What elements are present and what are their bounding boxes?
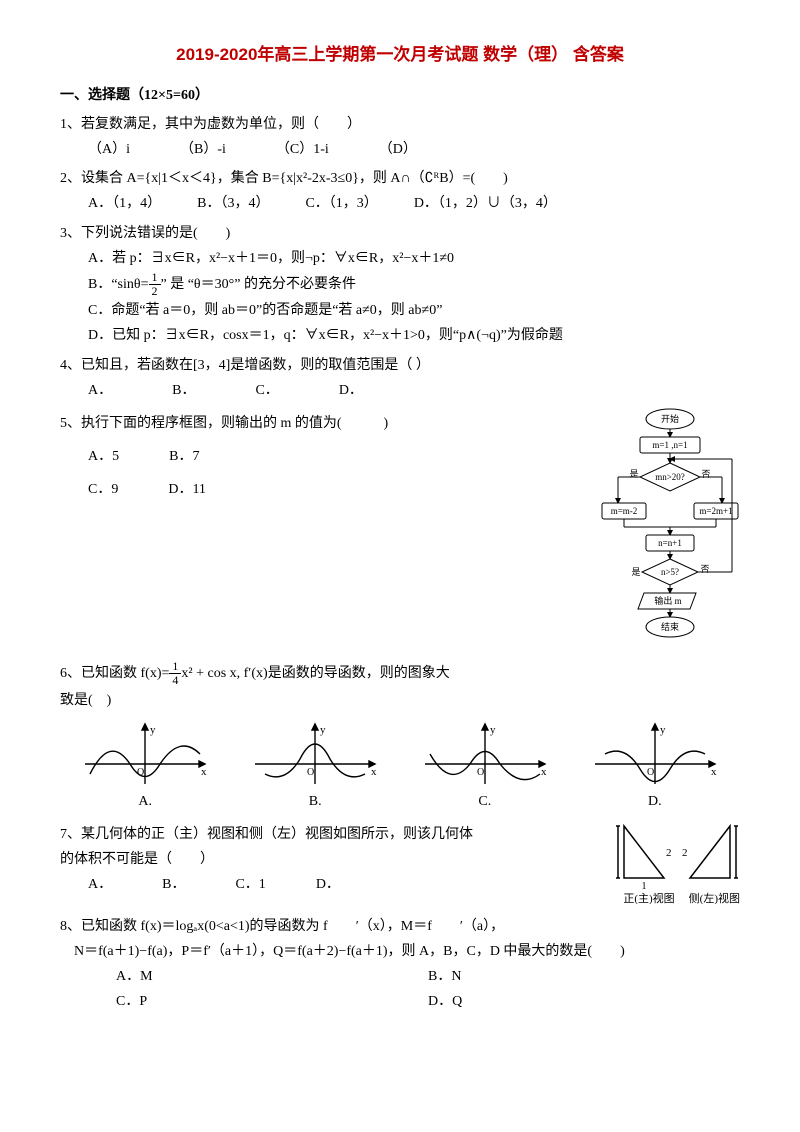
- q5-opt-b: B．7: [169, 444, 199, 469]
- fraction-quarter-icon: 14: [169, 660, 181, 687]
- svg-text:O: O: [647, 767, 654, 778]
- q5-opt-a: A．5: [88, 444, 119, 469]
- section-heading: 一、选择题（12×5=60）: [60, 83, 740, 108]
- q7-opt-c: C．1: [235, 872, 265, 897]
- q2-stem: 2、设集合 A={x|1＜x＜4}，集合 B={x|x²-2x-3≤0}，则 A…: [60, 166, 740, 191]
- q8-opt-d: D．Q: [428, 989, 740, 1014]
- q3-opt-a: A．若 p：∃x∈R，x²−x＋1＝0，则¬p：∀x∈R，x²−x＋1≠0: [88, 246, 740, 271]
- graph-d-icon: y x O: [585, 719, 725, 789]
- q2-opt-a: A．（1，4）: [88, 191, 161, 216]
- graph-a-icon: y x O: [75, 719, 215, 789]
- question-3: 3、下列说法错误的是( ) A．若 p：∃x∈R，x²−x＋1＝0，则¬p：∀x…: [60, 221, 740, 349]
- svg-text:m=1 ,n=1: m=1 ,n=1: [652, 440, 687, 450]
- q5-opt-d: D．11: [168, 477, 206, 502]
- q1-opt-c: （C）1-i: [276, 137, 329, 162]
- q8-opt-c: C．P: [116, 989, 428, 1014]
- question-6: 6、已知函数 f(x)=14x² + cos x, f′(x)是函数的导函数，则…: [60, 660, 740, 713]
- q8-l1: 8、已知函数 f(x)＝logₐx(0<a<1)的导函数为 f ′（x），M＝f…: [60, 914, 740, 939]
- q7-l1: 7、某几何体的正（主）视图和侧（左）视图如图所示，则该几何体: [60, 822, 580, 847]
- q6-graphs: y x O y x O y x O y x O: [60, 719, 740, 789]
- question-4: 4、已知且，若函数在[3，4]是增函数，则的取值范围是（ ） A． B． C． …: [60, 353, 740, 403]
- q1-stem: 1、若复数满足，其中为虚数为单位，则（ ）: [60, 112, 740, 137]
- q3-opt-c: C．命题“若 a＝0，则 ab＝0”的否命题是“若 a≠0，则 ab≠0”: [88, 298, 740, 323]
- svg-text:开始: 开始: [661, 413, 679, 424]
- q3-stem: 3、下列说法错误的是( ): [60, 221, 740, 246]
- q6-opt-d: D.: [648, 789, 662, 814]
- svg-text:m=m-2: m=m-2: [611, 506, 638, 516]
- svg-text:y: y: [150, 724, 156, 736]
- svg-text:输出 m: 输出 m: [654, 595, 681, 606]
- svg-text:O: O: [477, 767, 484, 778]
- front-view-label: 正(主)视图: [623, 890, 674, 910]
- q2-opt-c: C．（1，3）: [305, 191, 377, 216]
- q4-opt-b: B．: [172, 378, 195, 403]
- q4-opt-a: A．: [88, 378, 112, 403]
- q4-stem: 4、已知且，若函数在[3，4]是增函数，则的取值范围是（ ）: [60, 353, 740, 378]
- q6-mid: x² + cos x, f′(x)是函数的导函数，则的图象大: [181, 666, 449, 681]
- q8-l2: N＝f(a＋1)−f(a)，P＝f′（a＋1），Q＝f(a＋2)−f(a＋1)，…: [74, 939, 740, 964]
- svg-text:2: 2: [682, 847, 688, 859]
- q3-opt-d: D．已知 p：∃x∈R，cosx＝1，q：∀x∈R，x²−x＋1>0，则“p∧(…: [88, 323, 740, 348]
- svg-text:2: 2: [666, 847, 672, 859]
- q5-opt-c: C．9: [88, 477, 118, 502]
- svg-text:O: O: [137, 767, 144, 778]
- q6-pre: 6、已知函数 f(x)=: [60, 666, 169, 681]
- svg-text:x: x: [541, 766, 547, 778]
- svg-text:O: O: [307, 767, 314, 778]
- svg-text:y: y: [660, 724, 666, 736]
- q7-l2: 的体积不可能是（ ）: [60, 847, 580, 872]
- side-view-label: 侧(左)视图: [689, 890, 740, 910]
- side-view-icon: 2: [680, 818, 740, 890]
- svg-text:n=n+1: n=n+1: [658, 538, 682, 548]
- flowchart-svg: 开始 m=1 ,n=1 mn>20? 是 否 m=m-2 m=2m+1: [600, 407, 740, 647]
- q7-opt-d: D．: [316, 872, 340, 897]
- q6-opt-a: A.: [138, 789, 152, 814]
- svg-text:y: y: [320, 724, 326, 736]
- q7-views: 2 1 2 正(主)视图 侧(左)视图: [590, 818, 740, 910]
- front-view-icon: 2 1: [614, 818, 674, 890]
- q4-opt-c: C．: [255, 378, 278, 403]
- q5-stem: 5、执行下面的程序框图，则输出的 m 的值为( ): [60, 411, 590, 436]
- q6-opt-c: C.: [478, 789, 491, 814]
- svg-text:m=2m+1: m=2m+1: [699, 506, 732, 516]
- q1-opt-a: （A）i: [88, 137, 130, 162]
- q3-b-pre: B．“sinθ=: [88, 277, 149, 292]
- question-7-row: 7、某几何体的正（主）视图和侧（左）视图如图所示，则该几何体 的体积不可能是（ …: [60, 818, 740, 910]
- svg-text:n>5?: n>5?: [661, 567, 679, 577]
- q2-opt-d: D．（1，2）∪（3，4）: [414, 191, 557, 216]
- svg-text:x: x: [371, 766, 377, 778]
- q6-tail: 致是( ): [60, 688, 740, 713]
- question-1: 1、若复数满足，其中为虚数为单位，则（ ） （A）i （B）-i （C）1-i …: [60, 112, 740, 162]
- q7-opt-b: B．: [162, 872, 185, 897]
- svg-text:x: x: [711, 766, 717, 778]
- question-8: 8、已知函数 f(x)＝logₐx(0<a<1)的导函数为 f ′（x），M＝f…: [60, 914, 740, 1015]
- q6-opt-b: B.: [309, 789, 322, 814]
- svg-text:y: y: [490, 724, 496, 736]
- question-7: 7、某几何体的正（主）视图和侧（左）视图如图所示，则该几何体 的体积不可能是（ …: [60, 822, 580, 898]
- q8-opt-a: A．M: [116, 964, 428, 989]
- q3-opt-b: B．“sinθ=12” 是 “θ＝30°” 的充分不必要条件: [88, 271, 740, 298]
- question-2: 2、设集合 A={x|1＜x＜4}，集合 B={x|x²-2x-3≤0}，则 A…: [60, 166, 740, 216]
- q4-opt-d: D．: [339, 378, 363, 403]
- page-title: 2019-2020年高三上学期第一次月考试题 数学（理） 含答案: [60, 40, 740, 71]
- q2-opt-b: B．（3，4）: [197, 191, 269, 216]
- flowchart: 开始 m=1 ,n=1 mn>20? 是 否 m=m-2 m=2m+1: [600, 407, 740, 656]
- graph-c-icon: y x O: [415, 719, 555, 789]
- q1-opt-d: （D）: [379, 137, 417, 162]
- fraction-half-icon: 12: [149, 271, 161, 298]
- svg-text:结束: 结束: [661, 621, 679, 632]
- question-5: 5、执行下面的程序框图，则输出的 m 的值为( ) A．5 B．7 C．9 D．…: [60, 411, 590, 503]
- q8-opt-b: B．N: [428, 964, 740, 989]
- svg-text:是: 是: [631, 567, 640, 577]
- q1-opt-b: （B）-i: [180, 137, 226, 162]
- q7-opt-a: A．: [88, 872, 112, 897]
- svg-text:mn>20?: mn>20?: [655, 472, 685, 482]
- q3-b-post: ” 是 “θ＝30°” 的充分不必要条件: [161, 277, 356, 292]
- graph-b-icon: y x O: [245, 719, 385, 789]
- svg-text:1: 1: [642, 881, 647, 890]
- question-5-row: 5、执行下面的程序框图，则输出的 m 的值为( ) A．5 B．7 C．9 D．…: [60, 407, 740, 656]
- svg-text:x: x: [201, 766, 207, 778]
- q6-labels: A. B. C. D.: [60, 789, 740, 814]
